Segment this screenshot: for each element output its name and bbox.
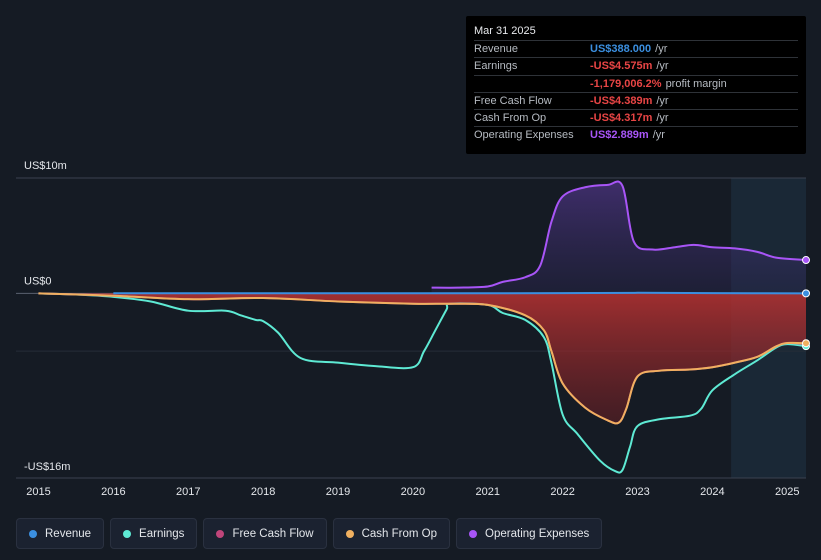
legend-item-earnings[interactable]: Earnings xyxy=(110,518,198,549)
legend-dot-icon xyxy=(469,529,478,538)
legend-dot-icon xyxy=(29,529,37,538)
tooltip-row-label: Operating Expenses xyxy=(474,129,574,142)
legend: Revenue Earnings Free Cash Flow Cash From O… xyxy=(16,518,603,549)
tooltip-row: Free Cash Flow -US$4.389m/yr xyxy=(474,93,798,111)
tooltip-row-label xyxy=(474,76,590,92)
x-tick-label: 2021 xyxy=(476,486,500,498)
tooltip-row-label: Earnings xyxy=(474,60,518,73)
x-tick-label: 2025 xyxy=(775,486,799,498)
end-marker-operating-expenses xyxy=(802,256,810,265)
tooltip-panel: Mar 31 2025 Revenue US$388.000/yr Earnings… xyxy=(466,16,806,154)
x-tick-label: 2017 xyxy=(176,486,200,498)
series-line-revenue xyxy=(113,291,807,295)
x-tick-label: 2019 xyxy=(326,486,350,498)
tooltip-row: Operating Expenses US$2.889m/yr xyxy=(474,127,798,144)
y-axis-label: US$10m xyxy=(24,160,67,172)
x-tick-label: 2016 xyxy=(101,486,125,498)
legend-label: Revenue xyxy=(45,527,92,540)
tooltip-date: Mar 31 2025 xyxy=(474,24,798,41)
legend-item-revenue[interactable]: Revenue xyxy=(16,518,105,549)
x-tick-label: 2015 xyxy=(26,486,50,498)
tooltip-row-unit: /yr xyxy=(656,112,669,125)
tooltip-row-value: -1,179,006.2% xyxy=(590,77,662,90)
tooltip-row-unit: profit margin xyxy=(665,77,727,90)
legend-label: Operating Expenses xyxy=(485,527,590,540)
legend-label: Earnings xyxy=(139,527,185,540)
x-tick-label: 2022 xyxy=(550,486,574,498)
tooltip-row: Revenue US$388.000/yr xyxy=(474,41,798,59)
series-line-earnings xyxy=(38,292,807,474)
tooltip-row-unit: /yr xyxy=(656,60,669,73)
end-marker-cash-from-op xyxy=(802,339,810,348)
tooltip-row-value: -US$4.389m xyxy=(590,94,653,107)
legend-dot-icon xyxy=(216,529,225,538)
legend-label: Cash From Op xyxy=(361,527,438,540)
series-line-operating-expenses xyxy=(431,180,807,289)
tooltip-row-value: -US$4.575m xyxy=(590,60,653,73)
x-tick-label: 2020 xyxy=(401,486,425,498)
x-tick-label: 2024 xyxy=(700,486,724,498)
tooltip-row-label: Cash From Op xyxy=(474,112,547,125)
tooltip-row: Earnings -US$4.575m/yr xyxy=(474,58,798,76)
tooltip-row: -1,179,006.2% profit margin xyxy=(474,76,798,93)
tooltip-row-value: US$2.889m xyxy=(590,129,649,142)
tooltip-row-value: -US$4.317m xyxy=(590,112,653,125)
y-axis-label: US$0 xyxy=(24,275,52,287)
legend-item-cash-from-op[interactable]: Cash From Op xyxy=(332,518,451,549)
end-marker-revenue xyxy=(802,289,810,298)
y-axis-label: -US$16m xyxy=(24,461,70,473)
legend-item-operating-expenses[interactable]: Operating Expenses xyxy=(456,518,603,549)
tooltip-row-unit: /yr xyxy=(656,94,669,107)
cashflow-area xyxy=(38,293,806,424)
legend-dot-icon xyxy=(123,529,132,538)
legend-item-free-cash-flow[interactable]: Free Cash Flow xyxy=(203,518,327,549)
tooltip-row: Cash From Op -US$4.317m/yr xyxy=(474,110,798,128)
tooltip-row-label: Revenue xyxy=(474,43,519,55)
tooltip-row-label: Free Cash Flow xyxy=(474,94,552,107)
opex-area xyxy=(431,181,806,294)
x-tick-label: 2023 xyxy=(625,486,649,498)
tooltip-row-unit: /yr xyxy=(652,129,665,142)
tooltip-row-value: US$388.000 xyxy=(590,43,652,55)
legend-dot-icon xyxy=(345,529,354,538)
series-line-cash-from-op xyxy=(38,292,807,425)
x-tick-label: 2018 xyxy=(251,486,275,498)
tooltip-row-unit: /yr xyxy=(655,43,668,55)
legend-label: Free Cash Flow xyxy=(232,527,314,540)
